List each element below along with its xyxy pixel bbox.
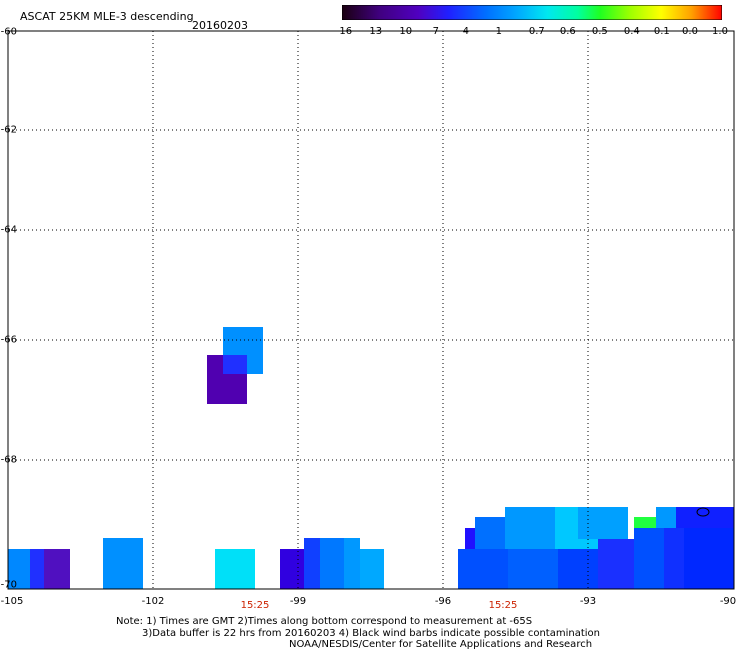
lat-label: -62	[0, 124, 17, 136]
contamination-barb	[696, 507, 710, 517]
data-cell	[505, 507, 555, 549]
data-cell	[465, 528, 475, 549]
product-date: 20160203	[192, 19, 248, 32]
lon-label: -96	[434, 596, 452, 607]
data-cell	[458, 549, 508, 589]
lat-label: -66	[0, 334, 17, 346]
data-cell	[304, 538, 320, 589]
lat-label: -60	[0, 26, 17, 38]
lat-label: -70	[0, 579, 17, 591]
data-cell	[578, 507, 628, 539]
data-cell	[320, 538, 344, 589]
plot-frame	[7, 30, 735, 590]
data-cell	[30, 549, 44, 589]
lon-label: -102	[141, 596, 165, 607]
data-cell	[634, 528, 664, 589]
note-line-1: Note: 1) Times are GMT 2)Times along bot…	[116, 616, 533, 627]
data-cell	[44, 549, 70, 589]
lon-label: -93	[579, 596, 597, 607]
lon-label: -99	[289, 596, 307, 607]
data-cell	[475, 517, 505, 549]
color-scale-bar	[342, 5, 722, 20]
data-cell	[223, 355, 247, 374]
pass-time: 15:25	[240, 600, 270, 611]
data-cell	[215, 549, 255, 589]
note-line-2: 3)Data buffer is 22 hrs from 20160203 4)…	[142, 628, 600, 639]
data-cell	[360, 549, 384, 589]
product-title: ASCAT 25KM MLE-3 descending	[20, 10, 194, 23]
wind-data-cells	[8, 327, 734, 589]
data-cell	[558, 549, 598, 589]
data-cell	[634, 517, 656, 528]
lon-label: -90	[719, 596, 737, 607]
lon-label: -105	[0, 596, 24, 607]
lat-lon-grid	[8, 31, 734, 589]
data-cell	[103, 538, 143, 589]
data-cell	[8, 549, 30, 589]
pass-time: 15:25	[488, 600, 518, 611]
data-cell	[508, 549, 558, 589]
data-cell	[280, 549, 304, 589]
lat-label: -68	[0, 454, 17, 466]
data-cell	[664, 528, 684, 589]
data-cell	[656, 507, 676, 528]
data-cell	[344, 538, 360, 589]
lat-label: -64	[0, 224, 17, 236]
data-cell	[676, 507, 734, 528]
note-line-3: NOAA/NESDIS/Center for Satellite Applica…	[289, 639, 593, 650]
data-cell	[598, 539, 634, 589]
data-cell	[684, 528, 734, 589]
